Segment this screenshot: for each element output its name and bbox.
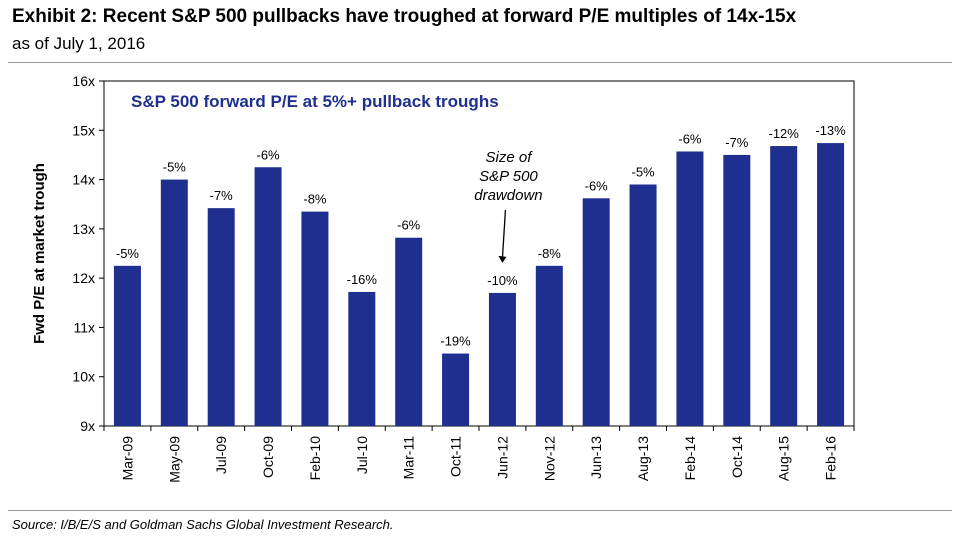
exhibit-subtitle: as of July 1, 2016: [12, 34, 146, 53]
bar: [535, 265, 563, 426]
bar-data-label: -12%: [769, 126, 800, 141]
bar-data-label: -19%: [440, 334, 471, 349]
y-tick-label: 11x: [73, 319, 95, 335]
bar-data-label: -13%: [815, 123, 846, 138]
y-tick-label: 16x: [72, 73, 95, 89]
bar-data-label: -6%: [397, 218, 421, 233]
annotation-text: Size of: [486, 149, 534, 166]
bar-data-label: -8%: [538, 246, 562, 261]
bar: [254, 167, 282, 426]
bar: [442, 353, 470, 426]
bar: [301, 211, 329, 426]
bar-data-label: -7%: [725, 135, 749, 150]
bar: [817, 143, 845, 426]
bar-data-label: -6%: [678, 131, 702, 146]
y-tick-label: 14x: [72, 172, 95, 188]
x-tick-label: Feb-16: [823, 436, 839, 481]
bar: [395, 237, 423, 426]
bar: [723, 154, 751, 426]
annotation-arrow-line: [501, 209, 507, 258]
bar: [770, 146, 798, 427]
y-tick-label: 9x: [80, 418, 95, 434]
bar: [582, 198, 610, 426]
y-tick-label: 12x: [72, 270, 95, 286]
bar-data-label: -5%: [632, 165, 656, 180]
bar: [160, 179, 188, 426]
bar-chart: 9x 10x 11x 12x 13x 14x 15x 16x Fwd P/E at market…: [31, 73, 855, 483]
y-tick-label: 13x: [72, 221, 95, 237]
x-tick-label: Jun-12: [494, 436, 510, 479]
bar-data-label: -16%: [347, 272, 378, 287]
x-tick-label: Feb-10: [307, 436, 323, 481]
plot-area: 9x 10x 11x 12x 13x 14x 15x 16x Fwd P/E at market…: [31, 73, 855, 483]
exhibit-title: Exhibit 2: Recent S&P 500 pullbacks have…: [12, 6, 797, 27]
x-tick-label: Oct-14: [729, 436, 745, 478]
bottom-divider: [8, 510, 952, 511]
x-tick-label: Oct-09: [260, 436, 276, 478]
x-tick-label: Jun-13: [588, 436, 604, 479]
x-tick-label: Jul-09: [213, 436, 229, 474]
chart-inner-title: S&P 500 forward P/E at 5%+ pullback trou…: [131, 92, 499, 111]
y-tick-label: 15x: [72, 122, 95, 138]
x-tick-label: Mar-09: [119, 436, 135, 481]
x-tick-label: Mar-11: [401, 436, 417, 480]
bar-data-label: -6%: [257, 147, 281, 162]
bar: [629, 184, 657, 426]
annotation-text: drawdown: [474, 187, 542, 204]
bar-data-label: -6%: [585, 178, 609, 193]
bar: [488, 292, 516, 426]
x-tick-label: Jul-10: [354, 436, 370, 474]
bar-data-label: -5%: [163, 160, 187, 175]
x-tick-label: Aug-15: [776, 436, 792, 481]
x-tick-label: May-09: [166, 436, 182, 483]
x-tick-label: Feb-14: [682, 436, 698, 481]
source-note: Source: I/B/E/S and Goldman Sachs Global…: [12, 517, 394, 532]
bar: [676, 151, 704, 426]
x-tick-label: Aug-13: [635, 436, 651, 481]
annotation-arrow-head: [498, 255, 507, 263]
y-tick-label: 10x: [72, 369, 95, 385]
top-divider: [8, 62, 952, 63]
bar-data-label: -7%: [210, 188, 234, 203]
x-tick-label: Nov-12: [541, 436, 557, 481]
bar: [207, 208, 235, 426]
annotation-text: S&P 500: [479, 168, 538, 185]
x-tick-label: Oct-11: [448, 436, 464, 477]
y-axis-label: Fwd P/E at market trough: [31, 163, 48, 344]
bar: [348, 291, 376, 426]
bar-data-label: -10%: [487, 273, 518, 288]
bar-data-label: -8%: [303, 192, 327, 207]
bar: [113, 265, 141, 426]
bar-data-label: -5%: [116, 246, 140, 261]
